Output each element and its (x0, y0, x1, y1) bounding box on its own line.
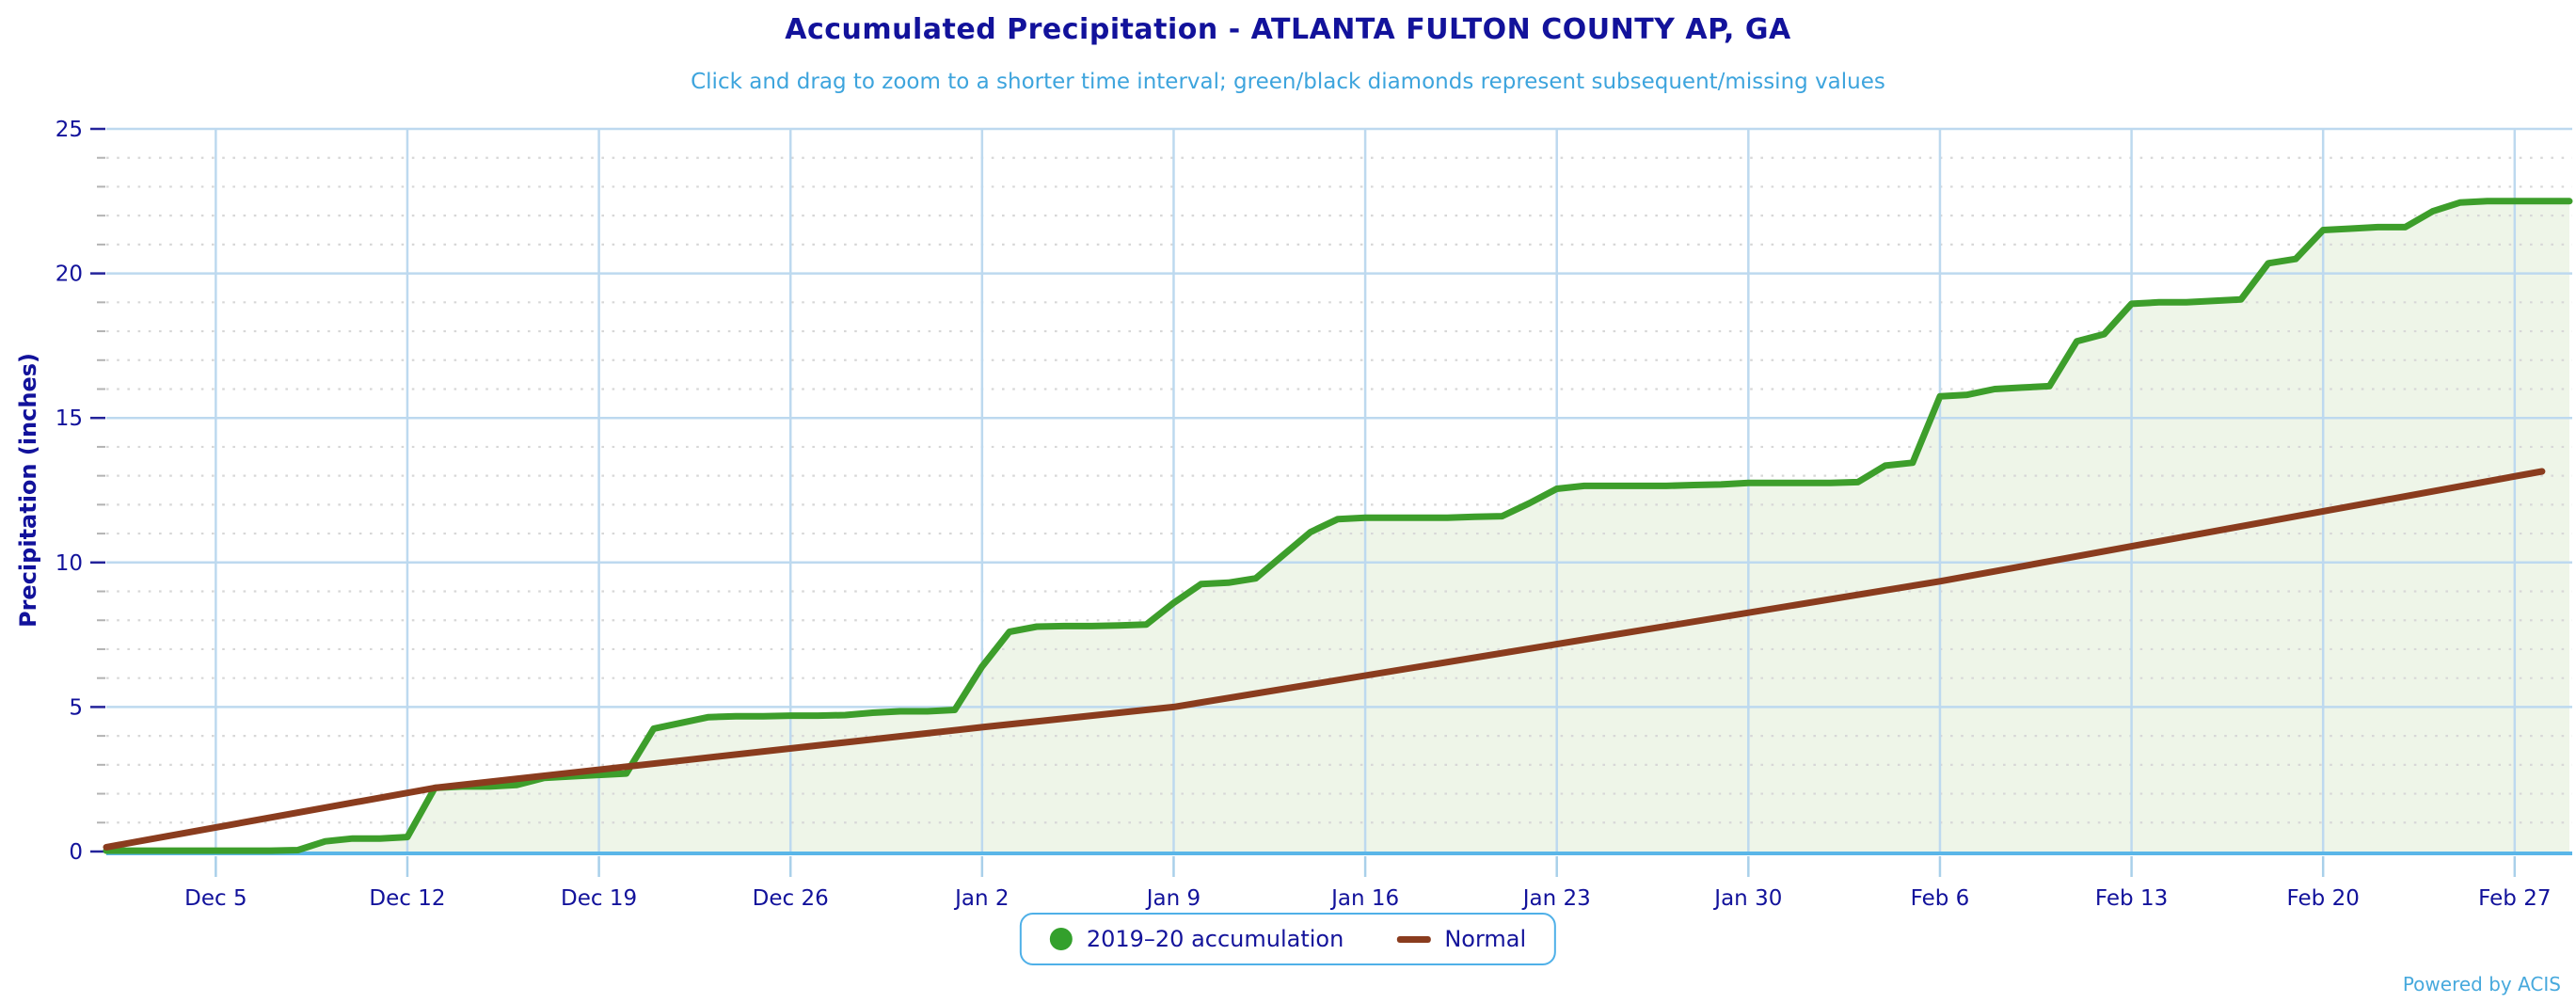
x-tick-label: Feb 27 (2478, 886, 2551, 911)
y-tick-label: 25 (56, 118, 83, 142)
x-tick-label: Feb 20 (2287, 886, 2360, 911)
chart-title: Accumulated Precipitation - ATLANTA FULT… (785, 13, 1791, 46)
y-tick-label: 20 (56, 263, 83, 287)
x-tick-label: Jan 2 (953, 886, 1009, 911)
x-tick-label: Jan 9 (1145, 886, 1201, 911)
accumulation-marker-icon (1049, 928, 1073, 950)
y-axis-title: Precipitation (inches) (15, 353, 41, 628)
chart-subtitle: Click and drag to zoom to a shorter time… (691, 70, 1885, 94)
x-tick-label: Dec 26 (753, 886, 829, 911)
plot-area[interactable] (106, 129, 2572, 852)
x-tick-label: Dec 19 (561, 886, 637, 911)
legend-item-normal: Normal (1396, 926, 1526, 952)
accumulation-line (103, 198, 2573, 854)
legend-item-accumulation: 2019–20 accumulation (1049, 926, 1344, 952)
x-tick-label: Dec 12 (369, 886, 445, 911)
x-tick-label: Feb 6 (1911, 886, 1970, 911)
legend-label-accumulation: 2019–20 accumulation (1086, 926, 1344, 952)
y-tick-label: 0 (69, 840, 83, 865)
powered-by-acis-link[interactable]: Powered by ACIS (2402, 973, 2561, 995)
legend: 2019–20 accumulation Normal (1019, 913, 1557, 965)
x-tick-label: Jan 30 (1712, 886, 1782, 911)
y-tick-label: 10 (56, 551, 83, 576)
x-tick-label: Jan 23 (1521, 886, 1591, 911)
y-tick-label: 15 (56, 406, 83, 431)
x-tick-label: Feb 13 (2095, 886, 2168, 911)
y-tick-label: 5 (69, 695, 83, 720)
x-tick-label: Jan 16 (1329, 886, 1399, 911)
accumulation-area-fill (106, 200, 2569, 852)
normal-marker-icon (1396, 935, 1431, 943)
x-tick-label: Dec 5 (184, 886, 246, 911)
legend-label-normal: Normal (1444, 926, 1527, 952)
normal-line (103, 468, 2546, 851)
